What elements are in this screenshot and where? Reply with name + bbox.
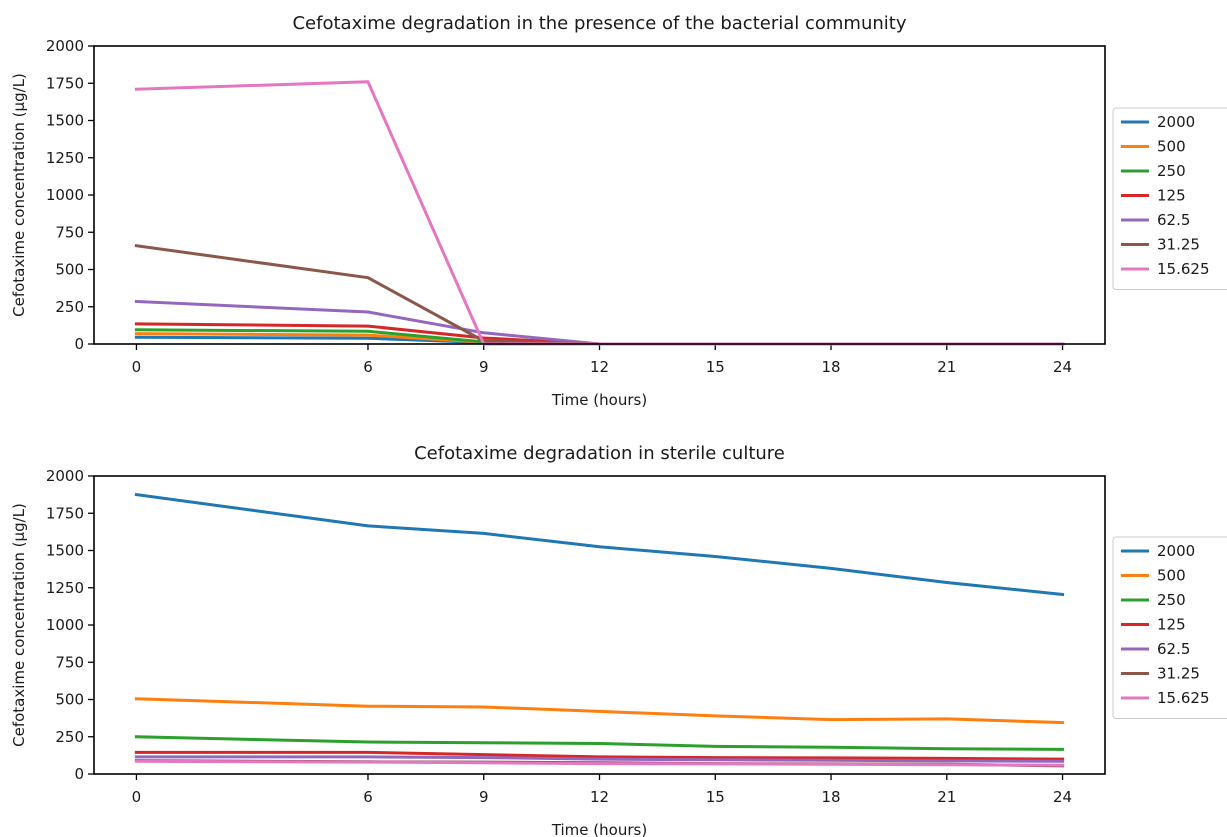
y-tick-label: 0 [74,335,84,353]
y-tick-label: 1000 [46,186,84,204]
y-tick-label: 1500 [46,112,84,130]
y-tick-label: 250 [55,298,84,316]
series-line-500 [134,697,1065,725]
plot-frame [93,475,1106,775]
legend-label: 2000 [1157,542,1195,560]
x-tick-label: 0 [132,788,142,806]
chart-title: Cefotaxime degradation in the presence o… [292,13,906,34]
x-tick-label: 18 [821,358,840,376]
series-line-62-5 [134,755,1065,763]
x-tick-label: 21 [937,788,956,806]
chart-title: Cefotaxime degradation in sterile cultur… [414,443,785,464]
x-tick-label: 12 [590,788,609,806]
y-tick-label: 500 [55,691,84,709]
y-tick-label: 250 [55,728,84,746]
legend-label: 31.25 [1157,236,1200,254]
legend-label: 31.25 [1157,665,1200,683]
x-tick-label: 12 [590,358,609,376]
plot-frame [93,45,1106,345]
y-tick-label: 750 [55,223,84,241]
x-tick-label: 24 [1053,358,1072,376]
x-tick-label: 9 [479,788,489,806]
legend-label: 125 [1157,616,1186,634]
y-tick-label: 2000 [46,467,84,485]
series-line-15-625 [134,759,1065,767]
x-tick-label: 15 [706,788,725,806]
series-line-2000 [134,492,1065,597]
x-tick-label: 24 [1053,788,1072,806]
series-line-125 [134,750,1065,761]
chart-bacterial-community: Cefotaxime degradation in the presence o… [10,13,1227,409]
y-tick-label: 750 [55,653,84,671]
y-tick-label: 1750 [46,74,84,92]
y-axis-label: Cefotaxime concentration (μg/L) [10,503,28,747]
legend-label: 15.625 [1157,689,1210,707]
y-tick-label: 500 [55,261,84,279]
x-tick-label: 6 [363,358,373,376]
x-tick-label: 15 [706,358,725,376]
x-axis-label: Time (hours) [551,821,647,837]
y-tick-label: 0 [74,765,84,783]
y-tick-label: 1250 [46,579,84,597]
legend-label: 500 [1157,138,1186,156]
legend-label: 500 [1157,567,1186,585]
legend-label: 250 [1157,591,1186,609]
y-tick-label: 1000 [46,616,84,634]
x-tick-label: 6 [363,788,373,806]
legend-label: 2000 [1157,113,1195,131]
y-tick-label: 2000 [46,37,84,55]
legend-label: 250 [1157,162,1186,180]
series-line-15-625 [134,80,1065,346]
legend-label: 62.5 [1157,211,1190,229]
x-tick-label: 9 [479,358,489,376]
x-tick-label: 21 [937,358,956,376]
y-tick-label: 1750 [46,504,84,522]
x-tick-label: 0 [132,358,142,376]
y-tick-label: 1250 [46,149,84,167]
x-tick-label: 18 [821,788,840,806]
series-line-250 [134,735,1065,751]
legend-label: 125 [1157,187,1186,205]
y-tick-label: 1500 [46,542,84,560]
x-axis-label: Time (hours) [551,391,647,409]
y-axis-label: Cefotaxime concentration (μg/L) [10,73,28,317]
chart-sterile-culture: Cefotaxime degradation in sterile cultur… [10,443,1227,837]
legend-label: 62.5 [1157,640,1190,658]
legend-label: 15.625 [1157,260,1210,278]
